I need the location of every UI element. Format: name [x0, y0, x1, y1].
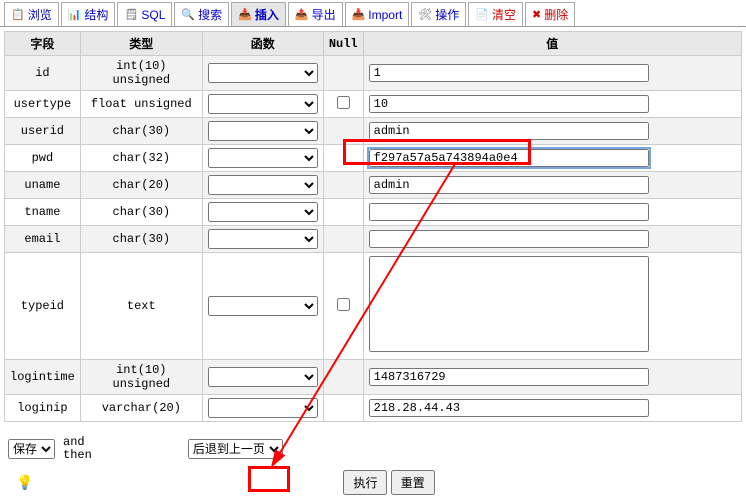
tab-label: 浏览	[28, 6, 52, 23]
tab-结构[interactable]: 📊结构	[61, 2, 116, 26]
tab-label: 搜索	[198, 6, 222, 23]
table-row: loginipvarchar(20)	[5, 395, 742, 422]
table-row: idint(10) unsigned	[5, 56, 742, 91]
tab-label: 清空	[492, 6, 516, 23]
tab-label: Import	[368, 8, 402, 22]
tab-删除[interactable]: ✖删除	[525, 2, 575, 26]
info-lightbulb-icon[interactable]: 💡	[8, 474, 33, 491]
field-type: int(10) unsigned	[80, 360, 202, 395]
field-name: logintime	[5, 360, 81, 395]
value-input-userid[interactable]	[369, 122, 649, 140]
tab-import[interactable]: 📥Import	[345, 2, 410, 26]
tab-插入[interactable]: 📥插入	[231, 2, 286, 26]
field-name: tname	[5, 199, 81, 226]
tab-搜索[interactable]: 🔍搜索	[174, 2, 229, 26]
field-name: email	[5, 226, 81, 253]
tab-icon: 📄	[475, 8, 489, 21]
function-select[interactable]	[208, 121, 318, 141]
field-type: char(20)	[80, 172, 202, 199]
value-input-typeid[interactable]	[369, 256, 649, 352]
function-select[interactable]	[208, 367, 318, 387]
tab-浏览[interactable]: 📋浏览	[4, 2, 59, 26]
null-checkbox[interactable]	[337, 298, 350, 311]
save-select[interactable]: 保存	[8, 439, 55, 459]
function-select[interactable]	[208, 202, 318, 222]
field-type: char(32)	[80, 145, 202, 172]
tab-icon: 📥	[352, 8, 366, 21]
field-type: char(30)	[80, 199, 202, 226]
tab-icon: 🗒	[124, 8, 138, 21]
tab-icon: 📊	[68, 8, 82, 21]
table-row: tnamechar(30)	[5, 199, 742, 226]
function-select[interactable]	[208, 148, 318, 168]
field-name: userid	[5, 118, 81, 145]
function-select[interactable]	[208, 175, 318, 195]
value-input-uname[interactable]	[369, 176, 649, 194]
function-select[interactable]	[208, 94, 318, 114]
table-row: usertypefloat unsigned	[5, 91, 742, 118]
function-select[interactable]	[208, 296, 318, 316]
tab-label: 删除	[544, 6, 568, 23]
table-row: pwdchar(32)	[5, 145, 742, 172]
header-func: 函数	[202, 32, 323, 56]
tab-icon: 🛠	[418, 8, 432, 21]
table-row: emailchar(30)	[5, 226, 742, 253]
tab-icon: 🔍	[181, 8, 195, 21]
header-field: 字段	[5, 32, 81, 56]
and-then-label: andthen	[63, 436, 92, 462]
table-row: logintimeint(10) unsigned	[5, 360, 742, 395]
field-type: char(30)	[80, 226, 202, 253]
value-input-loginip[interactable]	[369, 399, 649, 417]
tab-操作[interactable]: 🛠操作	[411, 2, 466, 26]
tab-导出[interactable]: 📤导出	[288, 2, 343, 26]
value-input-usertype[interactable]	[369, 95, 649, 113]
tab-label: 导出	[312, 6, 336, 23]
tab-icon: 📤	[295, 8, 309, 21]
function-select[interactable]	[208, 229, 318, 249]
value-input-logintime[interactable]	[369, 368, 649, 386]
goback-select[interactable]: 后退到上一页	[188, 439, 283, 459]
header-value: 值	[363, 32, 741, 56]
table-row: unamechar(20)	[5, 172, 742, 199]
header-type: 类型	[80, 32, 202, 56]
function-select[interactable]	[208, 63, 318, 83]
tab-icon: 📋	[11, 8, 25, 21]
execute-button[interactable]: 执行	[343, 470, 387, 495]
tab-icon: 📥	[238, 8, 252, 21]
tab-sql[interactable]: 🗒SQL	[117, 2, 172, 26]
null-checkbox[interactable]	[337, 96, 350, 109]
reset-button[interactable]: 重置	[391, 470, 435, 495]
field-name: loginip	[5, 395, 81, 422]
function-select[interactable]	[208, 398, 318, 418]
field-type: text	[80, 253, 202, 360]
tab-label: 结构	[84, 6, 108, 23]
field-type: float unsigned	[80, 91, 202, 118]
tab-label: 操作	[435, 6, 459, 23]
table-row: typeidtext	[5, 253, 742, 360]
field-name: pwd	[5, 145, 81, 172]
field-name: uname	[5, 172, 81, 199]
table-row: useridchar(30)	[5, 118, 742, 145]
field-type: char(30)	[80, 118, 202, 145]
value-input-email[interactable]	[369, 230, 649, 248]
tab-label: 插入	[255, 6, 279, 23]
tab-label: SQL	[141, 8, 165, 22]
value-input-pwd[interactable]	[369, 149, 649, 167]
field-name: typeid	[5, 253, 81, 360]
field-name: id	[5, 56, 81, 91]
field-type: int(10) unsigned	[80, 56, 202, 91]
value-input-id[interactable]	[369, 64, 649, 82]
tab-清空[interactable]: 📄清空	[468, 2, 523, 26]
header-null: Null	[323, 32, 363, 56]
field-type: varchar(20)	[80, 395, 202, 422]
value-input-tname[interactable]	[369, 203, 649, 221]
field-name: usertype	[5, 91, 81, 118]
tab-icon: ✖	[532, 8, 541, 21]
